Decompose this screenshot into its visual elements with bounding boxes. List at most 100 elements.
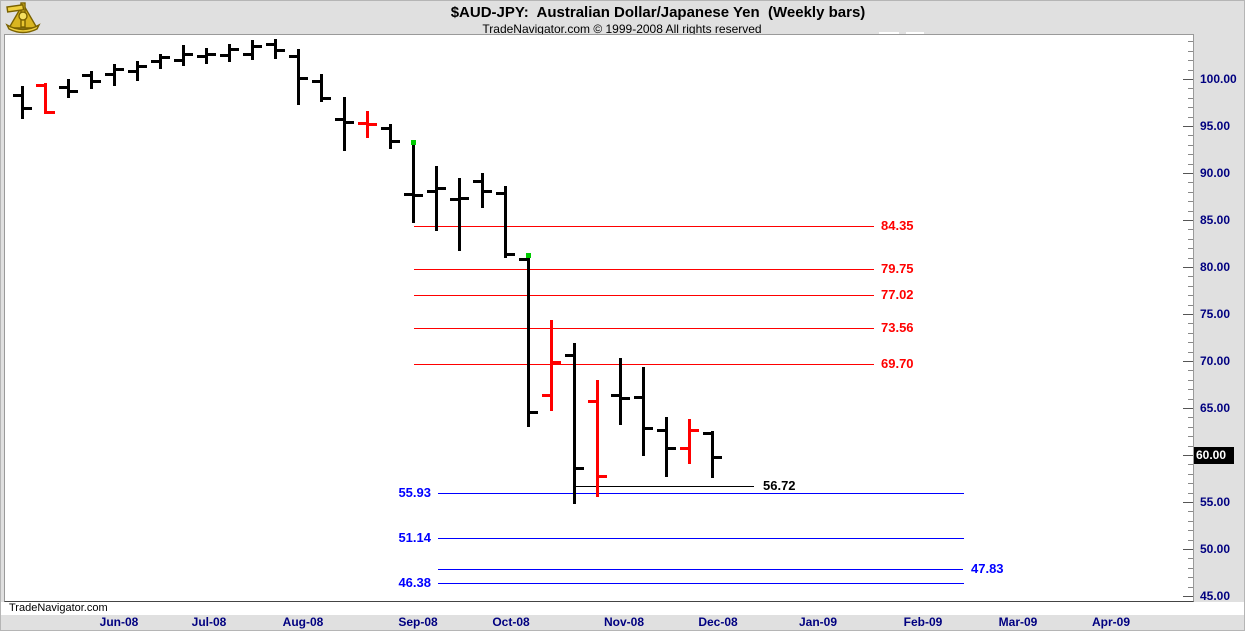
support-line xyxy=(438,538,964,539)
ohlc-close-tick xyxy=(346,121,354,125)
level-label: 55.93 xyxy=(398,485,431,500)
ohlc-bar-range xyxy=(412,142,415,223)
price-axis-tick-minor xyxy=(1188,567,1193,569)
price-axis-tick-minor xyxy=(1188,586,1193,588)
ohlc-open-tick xyxy=(82,74,90,78)
price-axis-label: 75.00 xyxy=(1200,307,1231,321)
ohlc-open-tick xyxy=(404,192,412,196)
price-axis-label: 90.00 xyxy=(1200,166,1231,180)
price-axis-tick-minor xyxy=(1188,135,1193,137)
price-axis-tick-minor xyxy=(1188,248,1193,250)
price-axis-label: 70.00 xyxy=(1200,354,1231,368)
chart-copyright: TradeNavigator.com © 1999-2008 All right… xyxy=(482,22,762,36)
price-axis-tick-minor xyxy=(1188,539,1193,541)
ohlc-bar-range xyxy=(44,82,47,114)
ohlc-close-tick xyxy=(484,189,492,193)
price-axis-label: 65.00 xyxy=(1200,401,1231,415)
ohlc-bar-range xyxy=(67,79,70,98)
ohlc-open-tick xyxy=(519,257,527,261)
level-label: 77.02 xyxy=(881,287,914,302)
price-axis-tick-minor xyxy=(1188,304,1193,306)
price-axis-tick-minor xyxy=(1188,511,1193,513)
ohlc-bar-range xyxy=(251,40,254,61)
ohlc-bar-range xyxy=(527,255,530,427)
price-axis-tick-minor xyxy=(1188,379,1193,381)
ohlc-open-tick xyxy=(588,400,596,404)
ohlc-open-tick xyxy=(289,55,297,59)
ohlc-close-tick xyxy=(461,197,469,201)
ohlc-open-tick xyxy=(473,180,481,184)
ohlc-bar-range xyxy=(481,173,484,208)
ohlc-bar-range xyxy=(504,186,507,258)
ohlc-open-tick xyxy=(220,53,228,57)
price-axis-tick-major xyxy=(1183,220,1193,221)
support-line xyxy=(438,569,963,570)
level-label: 56.72 xyxy=(763,478,796,493)
ohlc-close-tick xyxy=(714,455,722,459)
price-axis-tick-minor xyxy=(1188,163,1193,165)
ohlc-close-tick xyxy=(691,428,699,432)
ohlc-close-tick xyxy=(576,467,584,471)
ohlc-open-tick xyxy=(36,83,44,87)
date-axis-label: Dec-08 xyxy=(698,615,738,629)
ohlc-close-tick xyxy=(47,110,55,114)
ohlc-close-tick xyxy=(415,193,423,197)
resistance-line xyxy=(414,269,874,270)
ohlc-close-tick xyxy=(70,90,78,94)
ohlc-open-tick xyxy=(197,55,205,59)
price-axis-tick-minor xyxy=(1188,342,1193,344)
trade-navigator-logo-icon xyxy=(3,1,43,34)
price-axis-tick-minor xyxy=(1188,285,1193,287)
level-label: 51.14 xyxy=(398,530,431,545)
ohlc-close-tick xyxy=(231,47,239,51)
ohlc-close-tick xyxy=(208,52,216,56)
price-axis-tick-minor xyxy=(1188,332,1193,334)
ohlc-open-tick xyxy=(59,86,67,90)
ohlc-close-tick xyxy=(139,64,147,68)
price-axis-tick-minor xyxy=(1188,426,1193,428)
price-axis-tick-minor xyxy=(1188,154,1193,156)
ohlc-bar-range xyxy=(136,61,139,81)
price-axis-tick-major xyxy=(1183,549,1193,550)
ohlc-bar-range xyxy=(297,48,300,106)
price-axis-label: 95.00 xyxy=(1200,119,1231,133)
ohlc-close-tick xyxy=(507,252,515,256)
ohlc-close-tick xyxy=(162,56,170,60)
price-axis-label: 100.00 xyxy=(1200,72,1237,86)
price-axis-tick-minor xyxy=(1188,417,1193,419)
price-axis-label: 50.00 xyxy=(1200,542,1231,556)
ohlc-bar-range xyxy=(389,124,392,149)
resistance-line xyxy=(414,328,874,329)
price-axis-tick-major xyxy=(1183,126,1193,127)
price-axis-tick-major xyxy=(1183,267,1193,268)
price-axis-tick-minor xyxy=(1188,558,1193,560)
price-axis-tick-major xyxy=(1183,173,1193,174)
date-axis-label: Jun-08 xyxy=(99,615,139,629)
ohlc-close-tick xyxy=(599,474,607,478)
price-axis-tick-minor xyxy=(1188,191,1193,193)
ohlc-bar-range xyxy=(642,366,645,456)
ohlc-bar-range xyxy=(113,63,116,86)
chart-plot-area[interactable] xyxy=(4,34,1194,602)
ohlc-open-tick xyxy=(243,52,251,56)
ohlc-bar-range xyxy=(228,44,231,63)
ohlc-close-tick xyxy=(392,140,400,144)
ohlc-open-tick xyxy=(174,59,182,63)
resistance-line xyxy=(414,295,874,296)
price-axis-tick-minor xyxy=(1188,351,1193,353)
ohlc-bar-range xyxy=(90,70,93,90)
price-axis-tick-major xyxy=(1183,502,1193,503)
price-axis-tick-minor xyxy=(1188,276,1193,278)
ohlc-close-tick xyxy=(369,123,377,127)
price-axis-tick-minor xyxy=(1188,398,1193,400)
ohlc-close-tick xyxy=(185,52,193,56)
price-axis-tick-minor xyxy=(1188,445,1193,447)
price-axis-tick-major xyxy=(1183,596,1193,597)
ohlc-open-tick xyxy=(450,198,458,202)
price-axis-tick-minor xyxy=(1188,182,1193,184)
ohlc-open-tick xyxy=(381,126,389,130)
ohlc-bar-range xyxy=(205,47,208,64)
price-axis-tick-minor xyxy=(1188,464,1193,466)
ohlc-open-tick xyxy=(335,118,343,122)
